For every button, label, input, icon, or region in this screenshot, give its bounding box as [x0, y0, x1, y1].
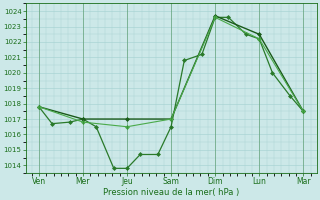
X-axis label: Pression niveau de la mer( hPa ): Pression niveau de la mer( hPa ) [103, 188, 239, 197]
